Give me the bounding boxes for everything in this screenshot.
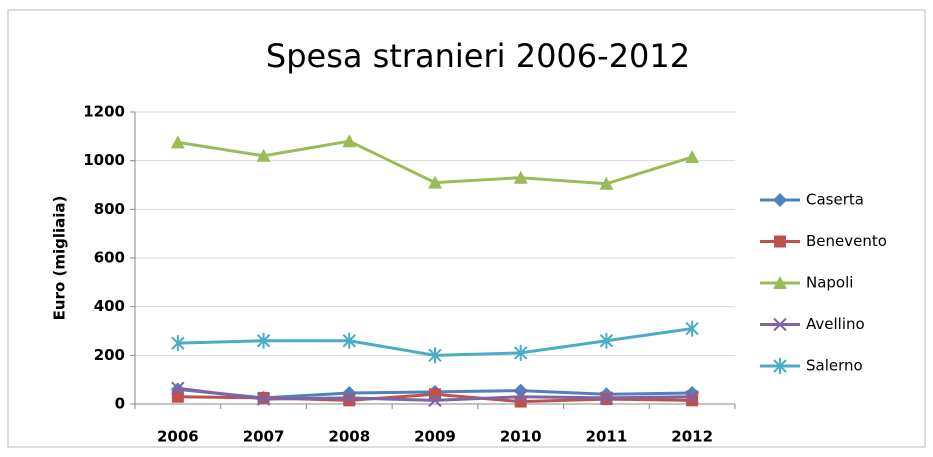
marker xyxy=(171,335,185,352)
marker xyxy=(685,320,699,337)
legend-marker xyxy=(773,193,787,207)
y-tick-label: 1000 xyxy=(83,151,125,169)
marker xyxy=(171,381,185,395)
x-tick-label: 2007 xyxy=(243,428,285,446)
marker xyxy=(256,332,271,349)
marker xyxy=(429,388,441,401)
marker xyxy=(514,389,528,404)
chart-frame xyxy=(7,9,926,448)
legend-marker xyxy=(773,358,787,374)
marker xyxy=(428,347,442,364)
marker xyxy=(342,134,357,148)
marker xyxy=(428,175,442,189)
marker xyxy=(513,170,528,184)
x-tick-label: 2010 xyxy=(500,428,542,446)
marker xyxy=(428,393,442,408)
marker xyxy=(342,332,356,349)
marker xyxy=(171,390,184,403)
legend-label: Napoli xyxy=(806,274,853,292)
legend-marker xyxy=(773,317,787,332)
marker xyxy=(685,389,699,404)
y-tick-label: 0 xyxy=(115,395,125,413)
legend-label: Avellino xyxy=(806,315,865,333)
marker xyxy=(599,332,614,349)
x-tick-label: 2009 xyxy=(414,428,456,446)
x-tick-label: 2011 xyxy=(586,428,628,446)
marker xyxy=(170,135,185,149)
y-tick-label: 800 xyxy=(94,200,125,218)
legend-label: Caserta xyxy=(806,191,864,209)
y-tick-label: 600 xyxy=(94,249,125,267)
x-tick-label: 2008 xyxy=(328,428,370,446)
marker xyxy=(514,344,528,361)
x-tick-label: 2012 xyxy=(671,428,713,446)
y-axis-label: Euro (migliaia) xyxy=(51,196,69,321)
legend-marker xyxy=(773,276,787,289)
x-tick-label: 2006 xyxy=(157,428,199,446)
y-tick-label: 400 xyxy=(94,297,125,315)
legend-label: Salerno xyxy=(806,357,863,375)
marker xyxy=(342,391,356,405)
marker xyxy=(256,148,271,162)
legend-marker xyxy=(774,235,786,248)
marker xyxy=(599,176,614,190)
chart-title: Spesa stranieri 2006-2012 xyxy=(266,37,690,75)
marker xyxy=(343,394,356,407)
marker xyxy=(685,150,700,164)
marker xyxy=(256,392,271,406)
y-tick-label: 200 xyxy=(94,346,125,364)
y-tick-label: 1200 xyxy=(83,103,125,121)
legend-label: Benevento xyxy=(806,232,887,250)
marker xyxy=(599,391,614,405)
